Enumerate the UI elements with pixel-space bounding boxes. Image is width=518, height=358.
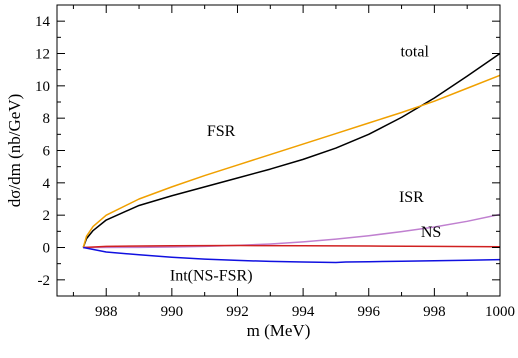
x-tick-label: 998 [423,304,446,320]
y-tick-label: -2 [38,273,51,289]
x-tick-label: 988 [95,304,118,320]
y-tick-label: 4 [43,176,51,192]
series-total-line [82,52,501,248]
curve-label: ISR [399,189,424,206]
series-fsr-line [82,74,501,248]
y-tick-label: 8 [43,111,51,127]
x-axis: 988 990 992 994 996 998 1000 [72,5,515,320]
x-tick-label: 996 [357,304,380,320]
series-isr-line [83,213,501,249]
y-tick-label: 14 [35,14,51,30]
series-ns-line [83,244,501,249]
plot-frame [56,4,501,297]
x-tick-label: 1000 [485,304,515,320]
y-tick-label: 2 [43,208,51,224]
y-tick-label: 0 [43,241,51,257]
x-tick-label: 992 [226,304,249,320]
series-int-ns-fsr-line [83,246,501,264]
curve-label: NS [421,224,441,241]
x-tick-label: 994 [292,304,315,320]
curve-label: total [400,44,429,61]
x-tick-label: 990 [161,304,184,320]
curve-label: Int(NS-FSR) [170,268,253,285]
y-axis: -2 0 2 4 6 8 10 12 14 [35,14,500,289]
y-axis-title: dσ/dm (nb/GeV) [5,94,24,208]
curve-label: FSR [207,123,236,140]
y-tick-label: 6 [43,144,51,160]
x-axis-title: m (MeV) [247,321,311,340]
curves [82,52,501,264]
y-tick-label: 10 [35,79,50,95]
y-tick-label: 12 [35,47,50,63]
annotations: total FSR ISR NS Int(NS-FSR) [170,44,441,285]
